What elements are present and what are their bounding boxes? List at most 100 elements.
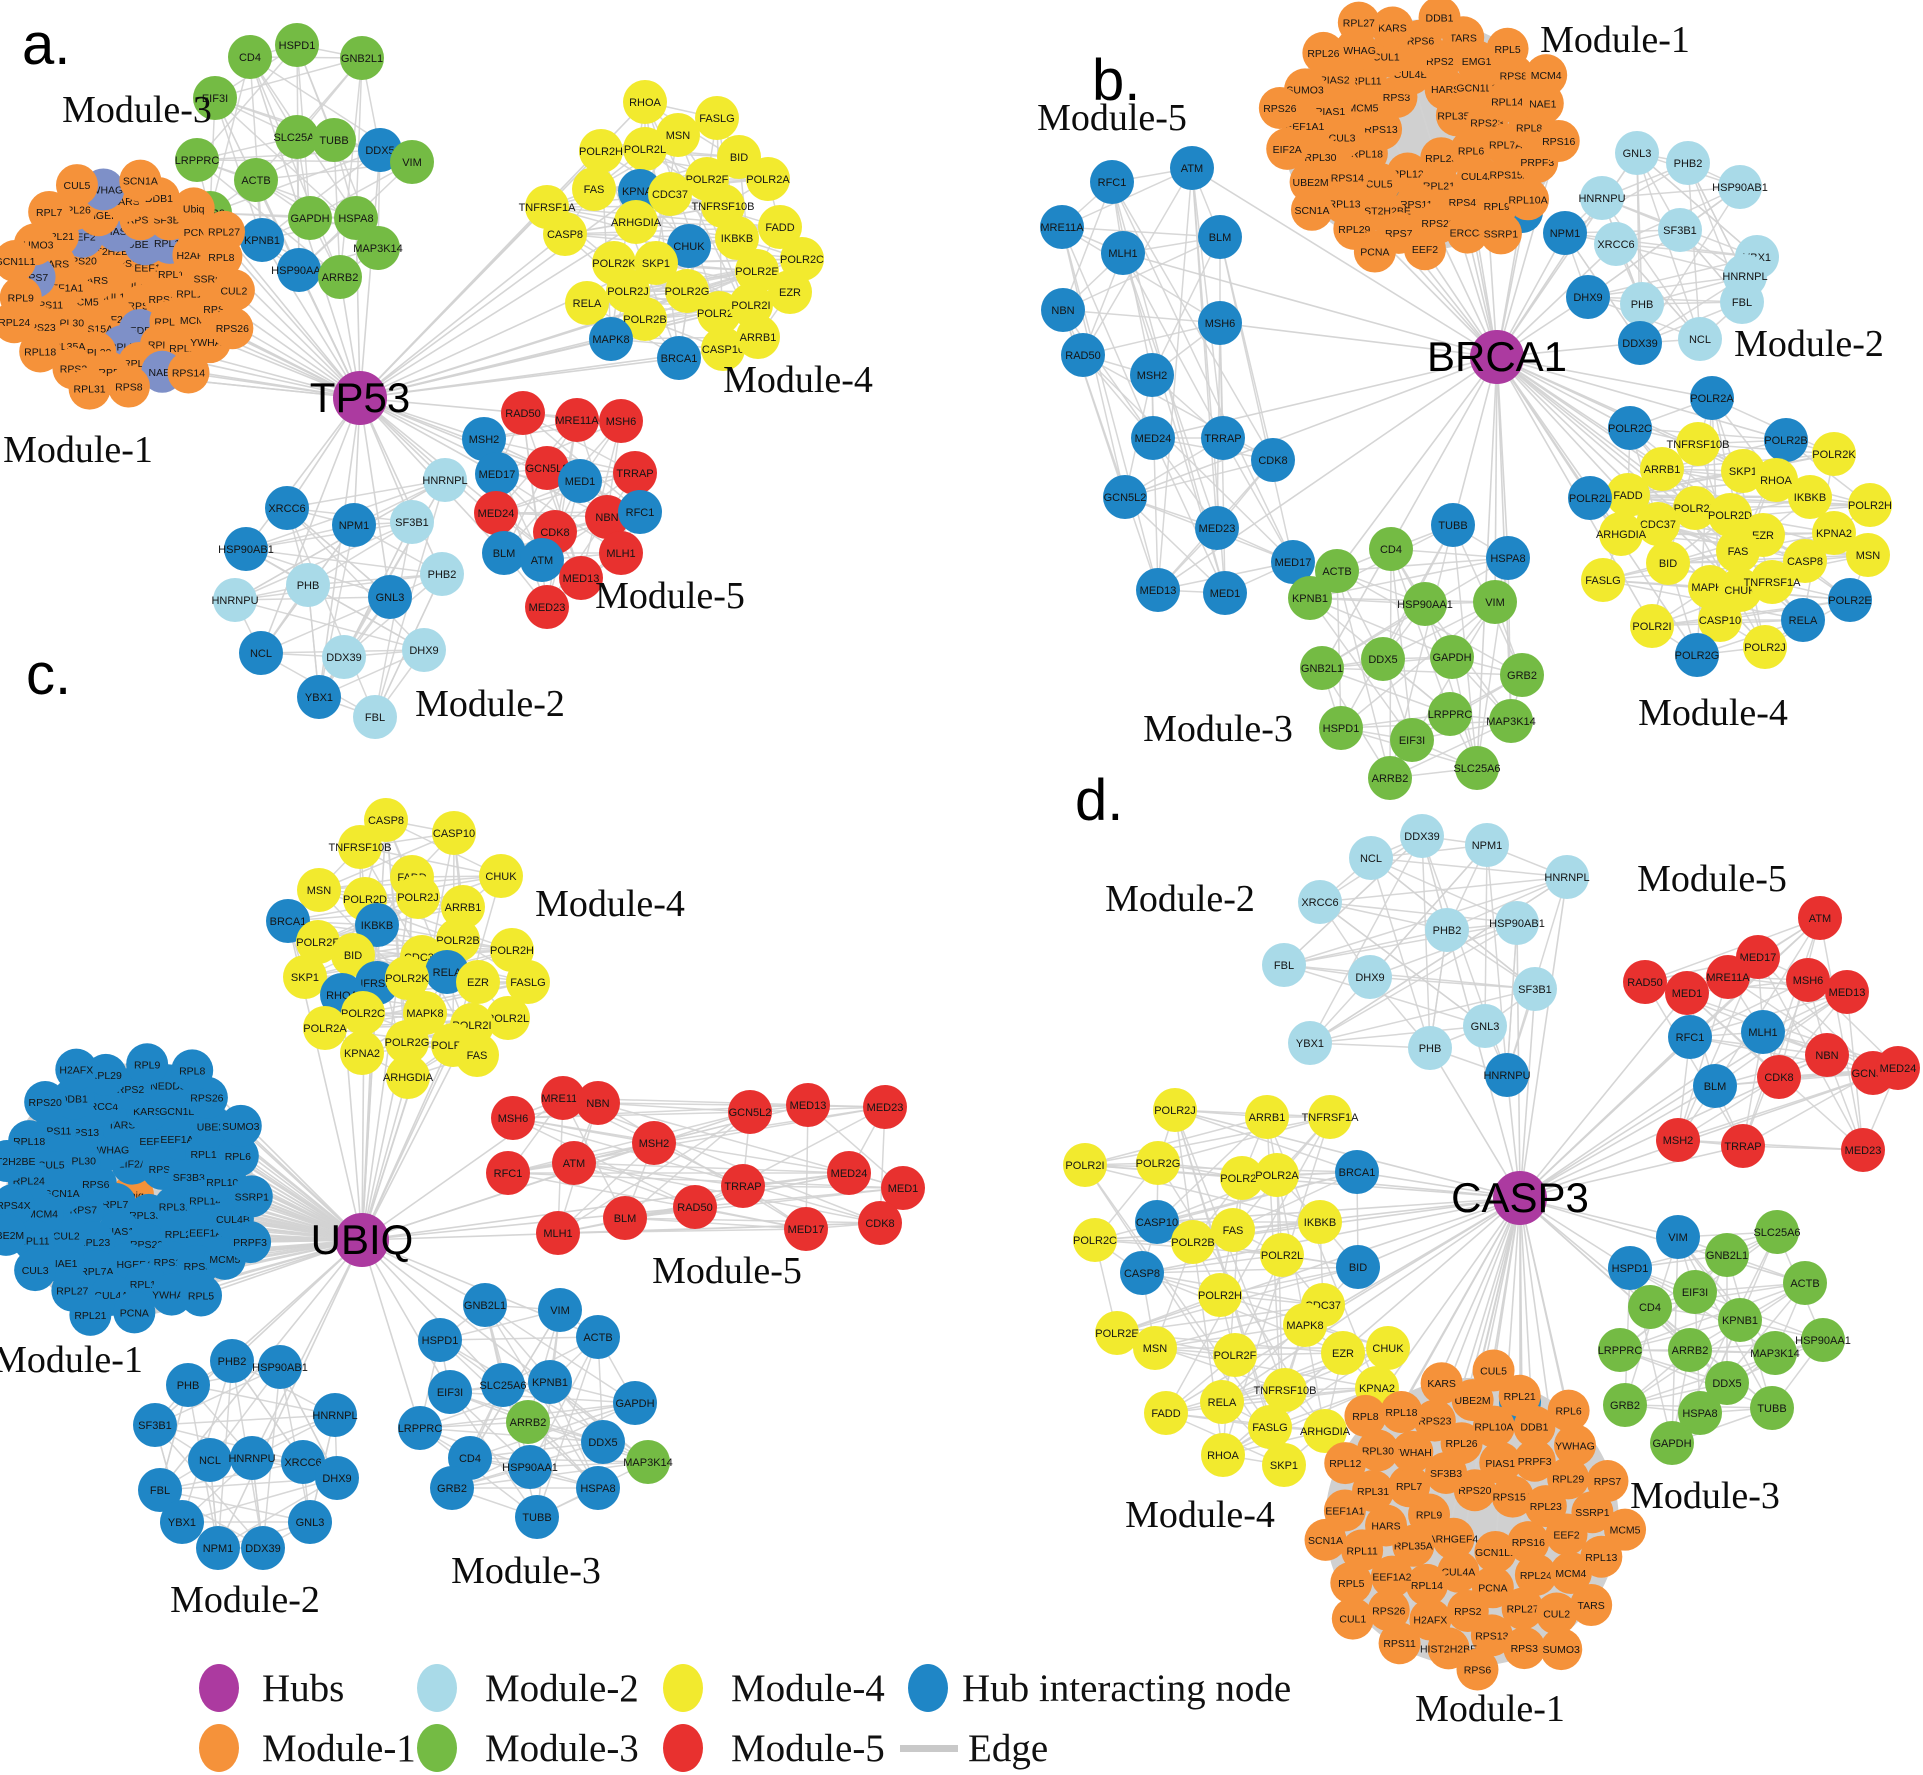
node-NBN[interactable]	[585, 495, 629, 539]
node-ACTB[interactable]	[576, 1315, 620, 1359]
node-RPL11[interactable]	[1341, 1529, 1384, 1572]
node-POLR2L[interactable]	[1568, 476, 1612, 520]
node-GRB2[interactable]	[1603, 1383, 1647, 1427]
node-PHB2[interactable]	[1666, 141, 1710, 185]
node-CASP8[interactable]	[543, 212, 587, 256]
node-CDK8[interactable]	[1251, 438, 1295, 482]
node-POLR2B[interactable]	[1171, 1220, 1215, 1264]
node-CDC37[interactable]	[648, 172, 692, 216]
node-MED23[interactable]	[1841, 1128, 1885, 1172]
node-RPL21[interactable]	[1498, 1374, 1541, 1417]
node-RPL21[interactable]	[69, 1293, 112, 1336]
node-MED1[interactable]	[1665, 971, 1709, 1015]
node-ARRB1[interactable]	[441, 885, 485, 929]
node-RAD50[interactable]	[1623, 960, 1667, 1004]
node-NCL[interactable]	[1678, 317, 1722, 361]
node-POLR2A[interactable]	[1255, 1153, 1299, 1197]
node-ARRB1[interactable]	[736, 315, 780, 359]
node-DHX9[interactable]	[402, 628, 446, 672]
node-HNRNPU[interactable]	[1580, 176, 1624, 220]
node-ACTB[interactable]	[234, 158, 278, 202]
node-BLM[interactable]	[1693, 1064, 1737, 1108]
node-CUL5[interactable]	[55, 164, 98, 207]
node-PHB[interactable]	[286, 563, 330, 607]
node-FASLG[interactable]	[506, 960, 550, 1004]
node-POLR2E[interactable]	[296, 920, 340, 964]
node-RPS8[interactable]	[107, 365, 150, 408]
node-KPNB1[interactable]	[1288, 576, 1332, 620]
node-POLR2B[interactable]	[623, 297, 667, 341]
node-NBN[interactable]	[576, 1081, 620, 1125]
node-POLR2L[interactable]	[486, 996, 530, 1040]
node-FBL[interactable]	[138, 1468, 182, 1512]
node-KARS[interactable]	[1371, 6, 1414, 49]
node-ARRB2[interactable]	[1368, 756, 1412, 800]
node-IKBKB[interactable]	[715, 216, 759, 260]
node-GNB2L1[interactable]	[463, 1283, 507, 1327]
node-CASP10[interactable]	[701, 327, 745, 371]
node-CD4[interactable]	[1628, 1285, 1672, 1329]
node-NCL[interactable]	[239, 631, 283, 675]
node-RPL27[interactable]	[1501, 1587, 1544, 1630]
node-SCN1A[interactable]	[1304, 1518, 1347, 1561]
node-FADD[interactable]	[1144, 1391, 1188, 1435]
node-CUL4A[interactable]	[1437, 1550, 1480, 1593]
node-MED13[interactable]	[1825, 970, 1869, 1014]
node-MSN[interactable]	[1133, 1326, 1177, 1370]
node-POLR2G[interactable]	[1675, 633, 1719, 677]
node-POLR2C[interactable]	[341, 991, 385, 1035]
node-RPS13[interactable]	[1470, 1614, 1513, 1657]
node-KPNB1[interactable]	[528, 1360, 572, 1404]
node-POLR2G[interactable]	[385, 1020, 429, 1064]
node-PHB2[interactable]	[210, 1339, 254, 1383]
node-GNB2L1[interactable]	[340, 36, 384, 80]
node-DDX5[interactable]	[1705, 1361, 1749, 1405]
node-DDX5[interactable]	[581, 1420, 625, 1464]
node-FAS[interactable]	[1211, 1208, 1255, 1252]
node-SKP1[interactable]	[283, 955, 327, 999]
node-POLR2D[interactable]	[1708, 493, 1752, 537]
node-MAPK8[interactable]	[589, 317, 633, 361]
node-MAP3K14[interactable]	[356, 226, 400, 270]
node-NPM1[interactable]	[196, 1526, 240, 1570]
node-GNL3[interactable]	[1615, 131, 1659, 175]
node-HSP90AA1[interactable]	[277, 248, 321, 292]
node-RELA[interactable]	[1200, 1380, 1244, 1424]
node-RPL6[interactable]	[216, 1135, 259, 1178]
node-NPM1[interactable]	[332, 503, 376, 547]
node-POLR2I[interactable]	[1630, 604, 1674, 648]
node-TUBB[interactable]	[312, 118, 356, 162]
node-HSPD1[interactable]	[1319, 706, 1363, 750]
node-RAD50[interactable]	[1061, 333, 1105, 377]
node-RPS16[interactable]	[1507, 1521, 1550, 1564]
node-RPL12[interactable]	[1324, 1442, 1367, 1485]
node-RPL24[interactable]	[0, 301, 36, 344]
node-MAP3K14[interactable]	[1753, 1331, 1797, 1375]
node-POLR2K[interactable]	[385, 956, 429, 1000]
node-ARHGDIA[interactable]	[1303, 1409, 1347, 1453]
node-VIM[interactable]	[538, 1288, 582, 1332]
node-GCN1L1[interactable]	[1474, 1530, 1517, 1573]
node-RFC1[interactable]	[1668, 1015, 1712, 1059]
node-HIST2H2BE[interactable]	[0, 1140, 28, 1183]
node-POLR2L[interactable]	[1260, 1233, 1304, 1277]
node-FADD[interactable]	[758, 205, 802, 249]
node-SLC25A6[interactable]	[275, 115, 319, 159]
node-GCN5L2[interactable]	[728, 1090, 772, 1134]
node-GCN5L2[interactable]	[1103, 475, 1147, 519]
node-MAPK8[interactable]	[1283, 1303, 1327, 1347]
node-SSRP1[interactable]	[1479, 212, 1522, 255]
node-GRB2[interactable]	[430, 1466, 474, 1510]
node-NCL[interactable]	[188, 1438, 232, 1482]
node-VIM[interactable]	[1656, 1215, 1700, 1259]
node-TARS[interactable]	[1570, 1584, 1613, 1627]
node-HSPD1[interactable]	[1608, 1246, 1652, 1290]
node-KARS[interactable]	[1420, 1362, 1463, 1405]
node-NCL[interactable]	[1349, 836, 1393, 880]
node-GNL3[interactable]	[368, 575, 412, 619]
node-IKBKB[interactable]	[355, 903, 399, 947]
node-MSN[interactable]	[656, 113, 700, 157]
node-POLR2I[interactable]	[1063, 1143, 1107, 1187]
node-MSH2[interactable]	[462, 417, 506, 461]
node-ATM[interactable]	[1170, 146, 1214, 190]
